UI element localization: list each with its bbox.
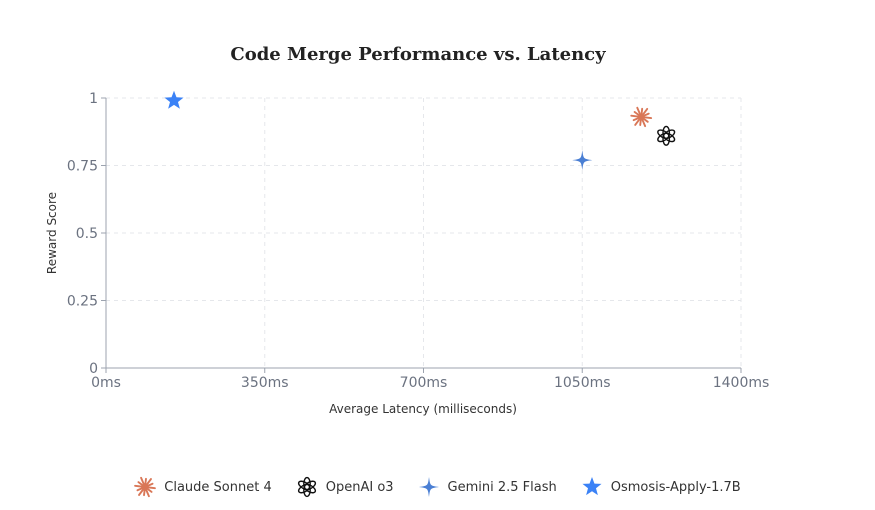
y-tick-label: 0.75 [67, 159, 98, 175]
legend-item-1[interactable]: Claude Sonnet 4 [134, 476, 272, 498]
tick-labels: 0 0.25 0.5 0.75 1 0ms 350ms 700ms 1050ms 1400ms [67, 91, 769, 391]
scatter-chart: Code Merge Performance vs. Latency 0 0.25… [45, 44, 769, 416]
point-gemini-sparkle [572, 150, 593, 171]
y-tick-label: 0 [89, 361, 98, 377]
legend: Claude Sonnet 4 OpenAI o3 Gemini 2.5 Flash… [0, 476, 875, 498]
x-tick-label: 0ms [91, 375, 121, 391]
point-openai-logo [657, 125, 676, 146]
chart-title: Code Merge Performance vs. Latency [230, 44, 606, 65]
x-axis-label: Average Latency (milliseconds) [329, 402, 517, 416]
legend-label: Gemini 2.5 Flash [447, 479, 557, 495]
y-tick-label: 1 [89, 91, 98, 107]
star-icon [582, 477, 602, 496]
y-tick-label: 0.25 [67, 294, 98, 310]
point-claude-starburst [630, 106, 653, 128]
legend-item-2[interactable]: OpenAI o3 [296, 476, 394, 498]
legend-label: Osmosis-Apply-1.7B [610, 479, 741, 495]
legend-label: Claude Sonnet 4 [164, 479, 272, 495]
y-axis-label: Reward Score [45, 192, 59, 274]
axes [101, 97, 742, 373]
gemini-sparkle-icon [418, 477, 439, 497]
x-tick-label: 350ms [241, 375, 289, 391]
y-tick-label: 0.5 [76, 226, 98, 242]
x-tick-label: 1050ms [554, 375, 611, 391]
data-points [164, 90, 676, 171]
claude-starburst-icon [134, 476, 157, 498]
legend-item-3[interactable]: Gemini 2.5 Flash [418, 476, 557, 498]
x-tick-label: 1400ms [713, 375, 770, 391]
grid [106, 97, 742, 368]
legend-label: OpenAI o3 [325, 479, 394, 495]
point-star [164, 90, 184, 109]
legend-item-4[interactable]: Osmosis-Apply-1.7B [581, 476, 741, 498]
x-tick-label: 700ms [400, 375, 448, 391]
openai-logo-icon [297, 476, 316, 498]
